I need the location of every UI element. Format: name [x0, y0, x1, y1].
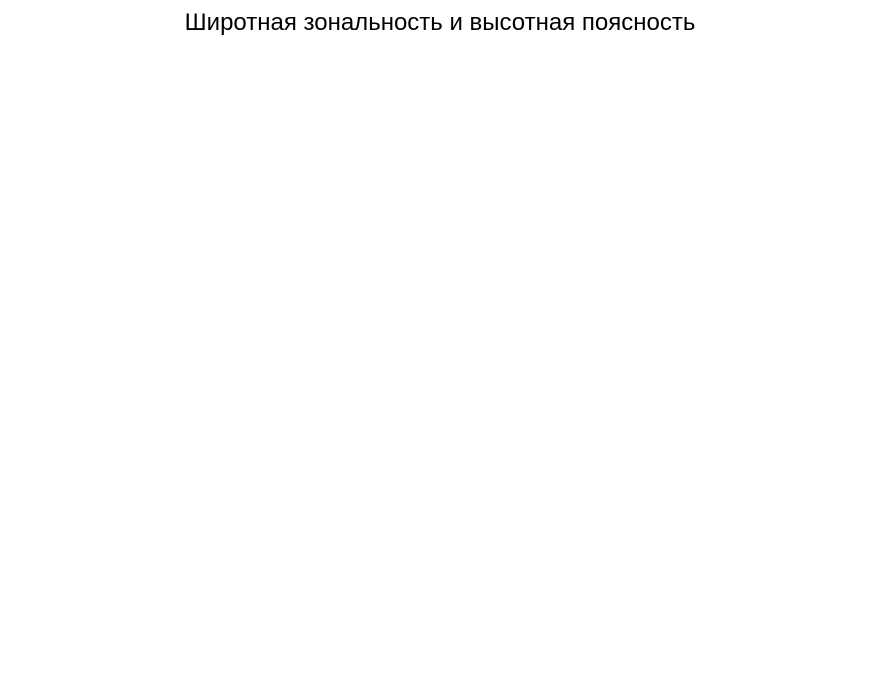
altitudinal-latitudinal-zonation-diagram: Широтная зональность и высотная поясност…: [0, 0, 887, 680]
diagram-title: Широтная зональность и высотная поясност…: [185, 9, 696, 36]
